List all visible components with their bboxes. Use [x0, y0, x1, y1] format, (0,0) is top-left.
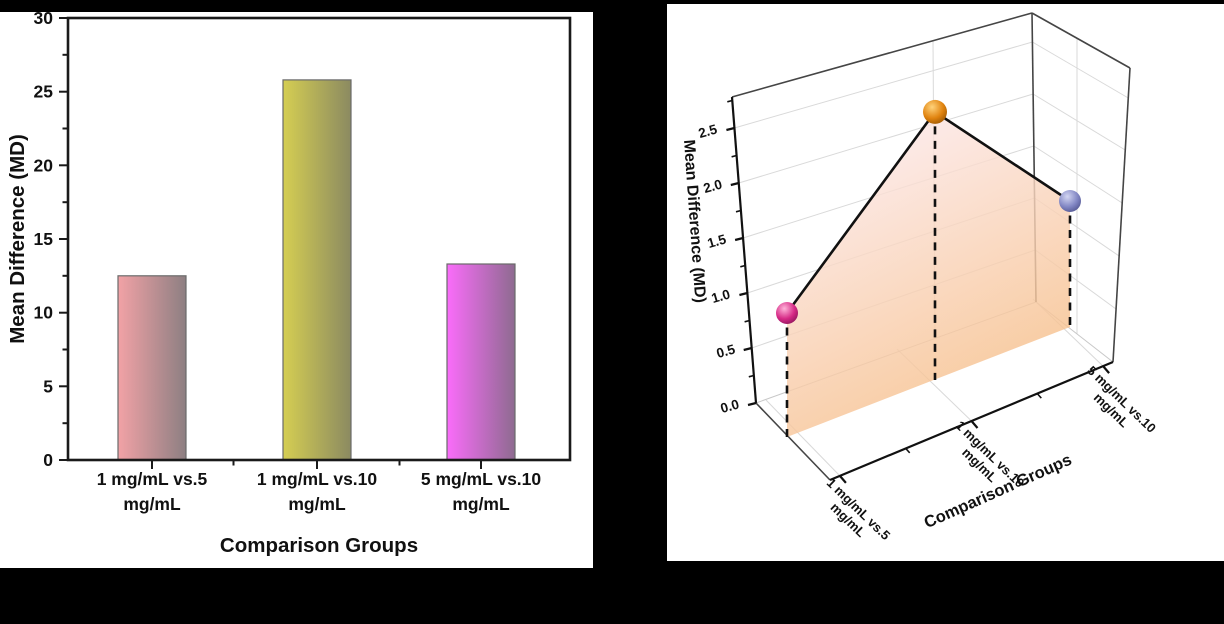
y-axis-ticks — [59, 17, 68, 461]
z-axis-title: Mean Difference (MD) — [680, 139, 708, 303]
z-tick-label: 2.5 — [697, 121, 720, 141]
scatter3d-panel: 0.0 0.5 1.0 1.5 2.0 2.5 Mean Difference … — [667, 4, 1224, 561]
y-tick-label: 20 — [34, 155, 54, 175]
y-tick-label: 0 — [43, 450, 53, 470]
bar-chart-panel: 0 5 10 15 20 25 30 1 mg/mL vs.5 mg/mL 1 … — [0, 12, 593, 568]
x-axis-ticks — [151, 460, 482, 469]
y-tick-label: 15 — [34, 229, 54, 249]
bar — [282, 79, 352, 461]
bar — [446, 263, 516, 461]
z-axis — [726, 96, 758, 407]
bar — [117, 275, 187, 461]
z-tick-label: 1.0 — [710, 286, 732, 306]
data-sphere-orange — [923, 99, 947, 124]
y-tick-label: 10 — [34, 303, 54, 323]
data-points — [776, 99, 1081, 324]
y-tick-label: 25 — [34, 82, 54, 102]
data-sphere-purple — [1059, 190, 1081, 212]
x-category-label: mg/mL — [123, 494, 181, 514]
x-category-label: mg/mL — [288, 494, 346, 514]
y-axis-title: Mean Difference (MD) — [6, 134, 29, 344]
scatter3d-svg: 0.0 0.5 1.0 1.5 2.0 2.5 Mean Difference … — [680, 12, 1159, 543]
x-category-label: 1 mg/mL vs.5 — [97, 469, 208, 489]
category-axis — [829, 360, 1114, 484]
bar-chart-svg: 0 5 10 15 20 25 30 1 mg/mL vs.5 mg/mL 1 … — [6, 12, 572, 557]
data-sphere-pink — [776, 302, 798, 324]
x-axis-title: Comparison Groups — [220, 534, 418, 557]
z-tick-label: 0.0 — [719, 396, 741, 416]
x-category-label: 5 mg/mL vs.10 — [421, 469, 542, 489]
x-category-label: mg/mL — [452, 494, 510, 514]
bars — [117, 79, 516, 461]
z-tick-label: 0.5 — [715, 341, 738, 361]
surface-polygon — [787, 111, 1070, 438]
box-edges — [731, 12, 1131, 481]
y-tick-label: 5 — [43, 376, 53, 396]
x-category-label: 1 mg/mL vs.10 — [257, 469, 378, 489]
drop-lines — [785, 111, 1072, 437]
y-tick-label: 30 — [34, 12, 54, 28]
z-tick-label: 1.5 — [706, 231, 729, 251]
z-tick-label: 2.0 — [702, 176, 724, 196]
